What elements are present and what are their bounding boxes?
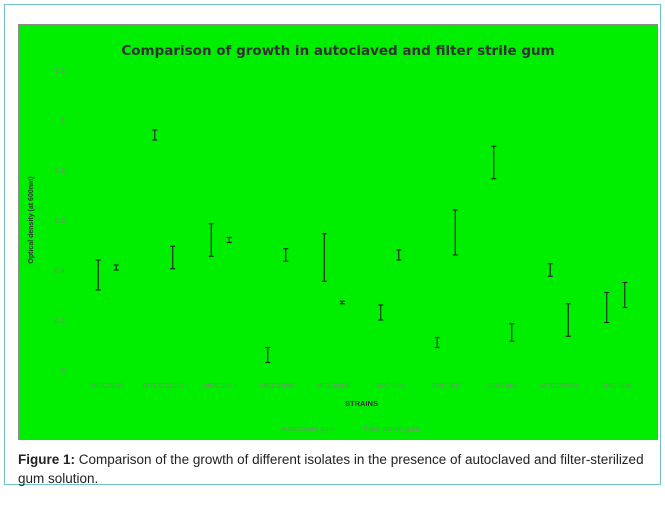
error-bar xyxy=(491,145,497,180)
x-tick-label: MCC2059 xyxy=(260,381,294,390)
x-tick-label: MTCC11281 xyxy=(143,381,185,390)
x-tick-label: SRC 007 xyxy=(431,381,461,390)
error-bar xyxy=(622,281,628,309)
figure-caption: Figure 1: Comparison of the growth of di… xyxy=(18,450,658,488)
error-bar xyxy=(152,129,158,141)
error-bar xyxy=(208,223,214,257)
error-bar xyxy=(547,263,553,277)
error-bar xyxy=(321,233,327,282)
y-tick-label: 0.8 xyxy=(55,166,65,175)
y-axis-label: Optical density (at 600nm) xyxy=(28,176,35,263)
legend-item: Filter sterile gum xyxy=(364,424,419,433)
error-bar xyxy=(170,245,176,270)
error-bar xyxy=(283,248,289,262)
y-axis-ticks: 0 0.2 0.4 0.6 0.8 1 1.2 xyxy=(55,66,65,375)
x-tick-label: MCC2138 xyxy=(90,381,124,390)
error-bar xyxy=(339,300,345,305)
y-tick-label: 1.2 xyxy=(55,66,65,75)
legend: Autoclaved gum Filter sterile gum xyxy=(281,424,419,433)
x-tick-label: SRC 001 xyxy=(488,381,518,390)
x-tick-label: MCC0008 xyxy=(316,381,350,390)
error-bar xyxy=(226,236,232,244)
error-bar xyxy=(434,336,440,349)
caption-label: Figure 1: xyxy=(18,452,76,467)
x-tick-label: MCC2071 xyxy=(203,381,237,390)
y-tick-label: 0.4 xyxy=(55,266,65,275)
error-bars xyxy=(95,129,628,364)
error-bar xyxy=(509,323,515,342)
x-axis-label: STRAINS xyxy=(345,399,378,408)
y-tick-label: 0.6 xyxy=(55,216,65,225)
y-tick-label: 0.2 xyxy=(55,316,65,325)
caption-text: Comparison of the growth of different is… xyxy=(18,452,644,486)
x-tick-label: SRC 005 xyxy=(375,381,405,390)
error-bar xyxy=(565,303,571,337)
error-bar xyxy=(396,249,402,261)
x-axis-ticks: MCC2138 MTCC11281 MCC2071 MCC2059 MCC0008 SRC… xyxy=(90,381,631,390)
chart-title: Comparison of growth in autoclaved and f… xyxy=(121,43,554,59)
x-tick-label: MTCC5564 xyxy=(540,381,578,390)
chart-area: Comparison of growth in autoclaved and f… xyxy=(18,24,658,440)
y-tick-label: 1 xyxy=(61,116,65,125)
error-bar xyxy=(265,346,271,364)
y-tick-label: 0 xyxy=(61,366,65,375)
error-bar-chart: Comparison of growth in autoclaved and f… xyxy=(28,43,631,433)
error-bar xyxy=(452,209,458,256)
error-bar xyxy=(604,291,610,324)
legend-item: Autoclaved gum xyxy=(281,424,335,433)
error-bar xyxy=(95,259,101,291)
x-tick-label: SRC 004 xyxy=(601,381,631,390)
error-bar xyxy=(378,304,384,321)
error-bar xyxy=(113,264,119,271)
